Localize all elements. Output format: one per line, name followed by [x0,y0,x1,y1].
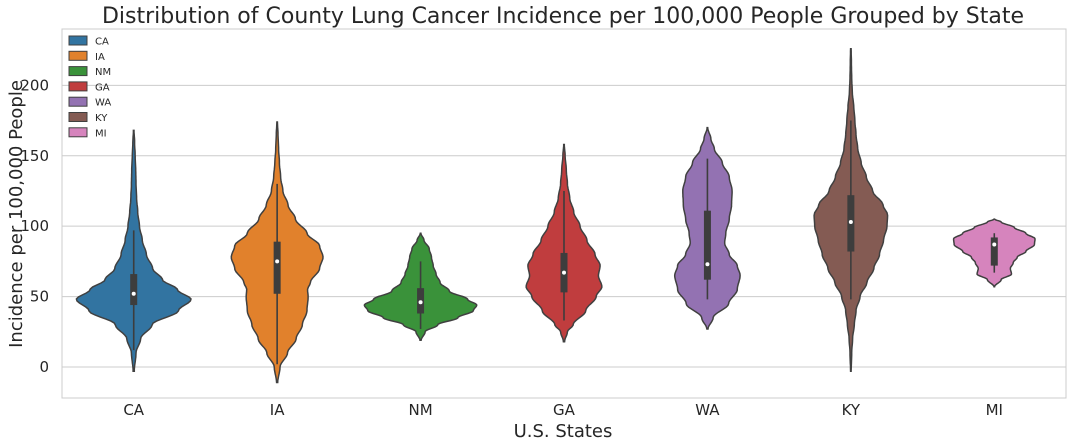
legend-swatch-mi [68,127,88,138]
chart-title: Distribution of County Lung Cancer Incid… [102,4,1024,29]
median-marker-mi [992,242,997,247]
x-tick-label-ky: KY [842,401,861,419]
legend-label-ca: CA [95,37,109,48]
legend-label-ia: IA [95,52,105,63]
x-tick-label-mi: MI [986,401,1003,419]
violin-mi [952,218,1036,288]
x-tick-label-ca: CA [123,401,144,419]
x-tick-label-wa: WA [695,401,720,419]
legend-swatch-ga [68,81,88,92]
legend-swatch-wa [68,96,88,107]
legend-swatch-ca [68,35,88,46]
violin-ia [230,121,324,384]
violin-wa [673,126,741,330]
y-tick-label: 150 [20,147,49,165]
legend-label-ga: GA [95,82,110,93]
violin-ga [525,143,603,343]
legend-label-mi: MI [95,128,107,139]
violin-nm [363,232,478,342]
x-tick-label-ia: IA [270,401,285,419]
legend-swatch-nm [68,66,88,77]
y-tick-label: 200 [20,76,49,94]
iqr-box-ca [130,274,138,306]
y-axis-label: Incidence per 100,000 People [6,80,27,348]
median-marker-ky [848,219,853,224]
median-marker-wa [705,262,710,267]
legend-label-ky: KY [95,113,108,124]
violin-ky [813,47,889,372]
iqr-box-wa [703,210,711,280]
legend-swatch-ia [68,50,88,61]
legend: CA IA NM GA WA KY MI [68,35,111,139]
iqr-box-ia [273,241,281,294]
x-tick-label-ga: GA [553,401,576,419]
x-tick-label-nm: NM [408,401,432,419]
y-tick-label: 100 [20,217,49,235]
x-tick-labels: CA IA NM GA WA KY MI [123,401,1003,419]
legend-swatch-ky [68,112,88,122]
y-tick-label: 0 [39,358,49,376]
median-marker-ga [562,270,566,275]
y-tick-labels: 0 50 100 150 200 [20,76,49,376]
y-tick-label: 50 [30,288,49,306]
violins [75,47,1036,384]
legend-label-wa: WA [95,98,111,109]
median-marker-ia [275,259,280,264]
x-axis-label: U.S. States [514,421,613,442]
legend-label-nm: NM [95,67,111,78]
iqr-box-mi [990,237,998,266]
median-marker-ca [131,291,136,296]
violin-ca [75,129,192,372]
median-marker-nm [418,300,423,305]
